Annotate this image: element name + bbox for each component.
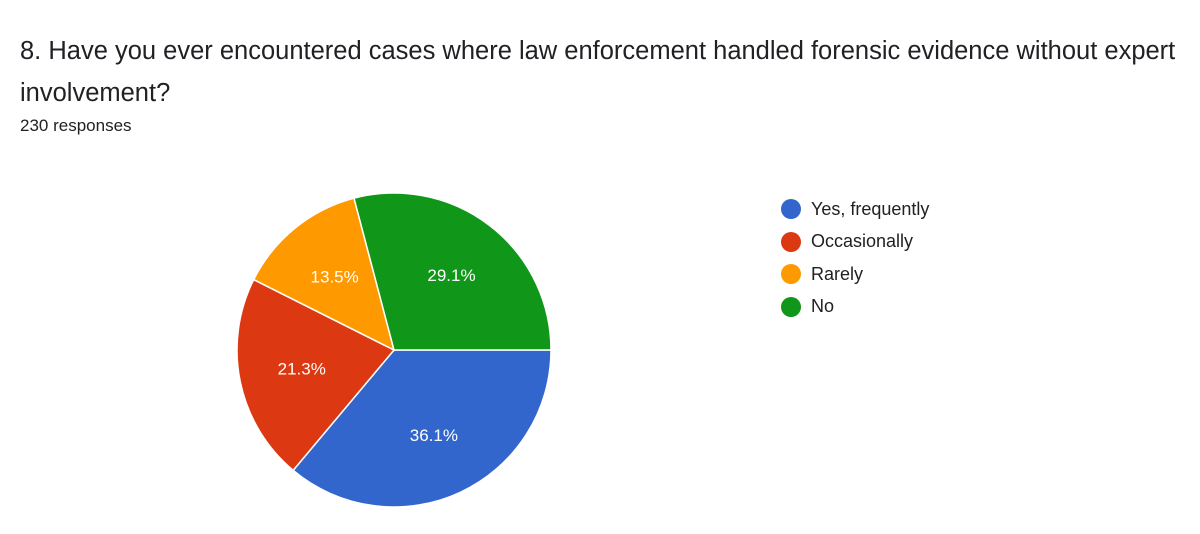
slice-label: 13.5% — [311, 267, 359, 286]
legend-item-rarely[interactable]: Rarely — [781, 258, 929, 291]
slice-no[interactable] — [353, 192, 552, 351]
slice-rarely[interactable] — [252, 197, 396, 352]
legend-swatch — [781, 199, 801, 220]
slice-label: 29.1% — [427, 266, 475, 285]
legend-swatch — [781, 264, 801, 285]
slice-label: 21.3% — [278, 360, 326, 379]
slice-yes-frequently[interactable] — [292, 349, 552, 508]
legend-item-no[interactable]: No — [781, 291, 929, 324]
response-count: 230 responses — [20, 116, 132, 135]
slice-occasionally[interactable] — [236, 278, 396, 472]
chart-legend: Yes, frequently Occasionally Rarely No — [781, 193, 929, 323]
question-title: 8. Have you ever encountered cases where… — [20, 37, 1176, 107]
legend-item-occasionally[interactable]: Occasionally — [781, 226, 929, 259]
legend-label: No — [811, 296, 835, 317]
legend-label: Occasionally — [811, 231, 914, 252]
legend-item-yes-frequently[interactable]: Yes, frequently — [781, 193, 929, 226]
legend-swatch — [781, 296, 801, 317]
legend-label: Rarely — [811, 263, 864, 284]
legend-label: Yes, frequently — [811, 198, 930, 219]
slice-label: 36.1% — [410, 426, 458, 445]
legend-swatch — [781, 231, 801, 252]
